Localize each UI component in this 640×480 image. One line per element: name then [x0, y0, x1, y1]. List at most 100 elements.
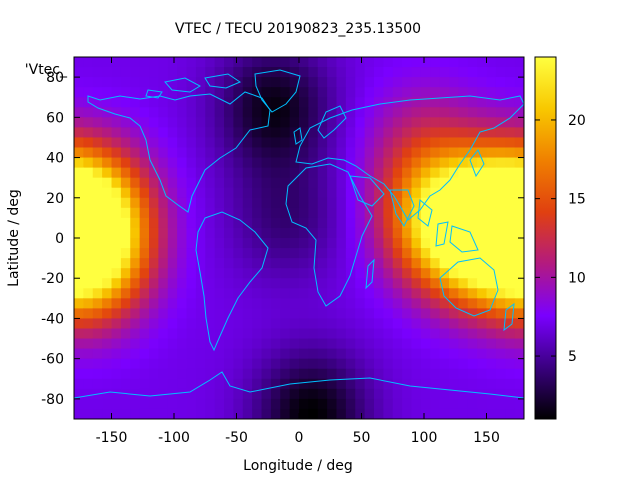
heatmap-cell: [280, 67, 291, 78]
heatmap-cell: [495, 238, 506, 249]
heatmap-cell: [514, 298, 524, 309]
heatmap-cell: [224, 398, 234, 410]
heatmap-cell: [92, 248, 103, 259]
heatmap-cell: [327, 127, 338, 139]
heatmap-cell: [289, 248, 300, 259]
heatmap-cell: [364, 248, 375, 259]
heatmap-cell: [299, 398, 309, 410]
heatmap-cell: [505, 328, 516, 340]
heatmap-cell: [439, 398, 450, 410]
heatmap-cell: [467, 217, 478, 229]
heatmap-cell: [195, 258, 206, 269]
heatmap-cell: [449, 57, 459, 68]
heatmap-cell: [139, 398, 150, 410]
heatmap-cell: [280, 77, 291, 88]
heatmap-cell: [120, 308, 131, 320]
heatmap-cell: [486, 117, 497, 128]
heatmap-cell: [477, 137, 488, 149]
heatmap-cell: [74, 127, 84, 139]
heatmap-cell: [92, 278, 103, 289]
heatmap-cell: [214, 258, 225, 269]
heatmap-cell: [74, 227, 84, 239]
heatmap-cell: [167, 378, 178, 390]
heatmap-cell: [430, 288, 441, 299]
heatmap-cell: [242, 388, 253, 400]
heatmap-cell: [139, 227, 150, 239]
heatmap-cell: [74, 207, 84, 219]
heatmap-cell: [214, 227, 225, 239]
heatmap-cell: [439, 358, 450, 370]
heatmap-cell: [261, 77, 272, 88]
heatmap-cell: [102, 328, 113, 340]
heatmap-cell: [242, 248, 253, 259]
colorbar-tick-label: 5: [568, 349, 577, 365]
heatmap-cell: [195, 328, 206, 340]
heatmap-cell: [299, 348, 309, 360]
heatmap-cell: [458, 258, 469, 269]
heatmap-cell: [477, 67, 488, 78]
heatmap-cell: [299, 107, 309, 118]
heatmap-cell: [149, 358, 159, 370]
heatmap-cell: [120, 398, 131, 410]
heatmap-cell: [402, 408, 413, 419]
heatmap-cell: [83, 227, 94, 239]
heatmap-cell: [139, 177, 150, 189]
heatmap-cell: [420, 137, 431, 149]
heatmap-cell: [270, 388, 281, 400]
heatmap-cell: [261, 258, 272, 269]
heatmap-cell: [74, 97, 84, 108]
heatmap-cell: [261, 127, 272, 139]
heatmap-cell: [252, 328, 263, 340]
heatmap-cell: [514, 227, 524, 239]
heatmap-cell: [195, 67, 206, 78]
heatmap-cell: [505, 97, 516, 108]
heatmap-cell: [261, 268, 272, 279]
heatmap-cell: [289, 398, 300, 410]
heatmap-cell: [345, 167, 356, 179]
heatmap-cell: [495, 117, 506, 128]
heatmap-cell: [514, 207, 524, 219]
heatmap-cell: [392, 278, 403, 289]
heatmap-cell: [505, 398, 516, 410]
heatmap-cell: [495, 137, 506, 149]
heatmap-cell: [317, 187, 328, 199]
heatmap-cell: [130, 217, 141, 229]
heatmap-cell: [130, 258, 141, 269]
heatmap-cell: [402, 217, 413, 229]
heatmap-cell: [195, 238, 206, 249]
heatmap-cell: [392, 137, 403, 149]
heatmap-cell: [186, 217, 197, 229]
heatmap-cell: [102, 97, 113, 108]
heatmap-cell: [92, 57, 103, 68]
heatmap-cell: [186, 107, 197, 118]
heatmap-cell: [167, 298, 178, 309]
heatmap-cell: [214, 398, 225, 410]
heatmap-cell: [280, 187, 291, 199]
heatmap-cell: [280, 278, 291, 289]
heatmap-cell: [167, 217, 178, 229]
heatmap-cell: [214, 238, 225, 249]
heatmap-cell: [195, 227, 206, 239]
heatmap-cell: [383, 378, 394, 390]
heatmap-cell: [74, 328, 84, 340]
heatmap-cell: [167, 87, 178, 98]
heatmap-cell: [364, 187, 375, 199]
heatmap-cell: [477, 217, 488, 229]
heatmap-cell: [336, 97, 347, 108]
heatmap-cell: [280, 328, 291, 340]
heatmap-cell: [92, 328, 103, 340]
heatmap-cell: [299, 167, 309, 179]
heatmap-cell: [74, 167, 84, 179]
heatmap-cell: [299, 308, 309, 320]
heatmap-cell: [167, 248, 178, 259]
heatmap-cell: [158, 258, 169, 269]
heatmap-cell: [505, 338, 516, 350]
heatmap-cell: [345, 187, 356, 199]
heatmap-cell: [392, 87, 403, 98]
heatmap-cell: [486, 227, 497, 239]
heatmap-cell: [345, 348, 356, 360]
heatmap-cell: [242, 348, 253, 360]
heatmap-cell: [458, 187, 469, 199]
heatmap-cell: [214, 167, 225, 179]
heatmap-cell: [205, 217, 216, 229]
